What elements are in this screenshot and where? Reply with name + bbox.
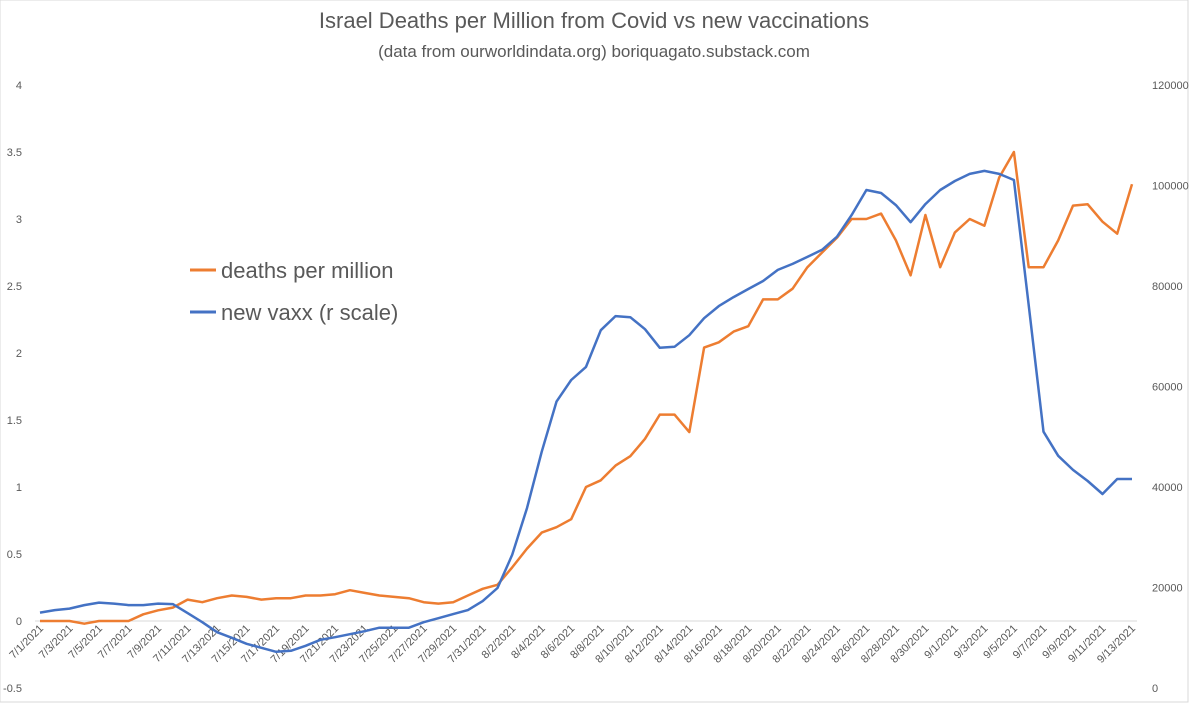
legend-label: new vaxx (r scale) <box>221 300 398 325</box>
y2-tick-label: 0 <box>1152 683 1158 695</box>
y-tick-label: 4 <box>16 80 22 92</box>
y-tick-label: 1 <box>16 482 22 494</box>
y2-tick-label: 80000 <box>1152 281 1183 293</box>
y2-tick-label: 20000 <box>1152 583 1183 595</box>
y2-tick-label: 100000 <box>1152 181 1189 193</box>
y-tick-label: 0 <box>16 616 22 628</box>
chart-title: Israel Deaths per Million from Covid vs … <box>319 8 869 33</box>
series-line <box>39 169 1132 654</box>
y-tick-label: 2 <box>16 348 22 360</box>
y-tick-label: 3.5 <box>7 147 22 159</box>
legend-label: deaths per million <box>221 258 393 283</box>
y-tick-label: 2.5 <box>7 281 22 293</box>
chart-subtitle: (data from ourworldindata.org) boriquaga… <box>378 42 810 61</box>
y2-tick-label: 60000 <box>1152 382 1183 394</box>
y-tick-label: -0.5 <box>3 683 22 695</box>
y-tick-label: 1.5 <box>7 415 22 427</box>
y-tick-label: 0.5 <box>7 549 22 561</box>
series-line <box>40 150 1134 625</box>
y-tick-label: 3 <box>16 214 22 226</box>
y2-tick-label: 40000 <box>1152 482 1183 494</box>
y2-tick-label: 120000 <box>1152 80 1189 92</box>
